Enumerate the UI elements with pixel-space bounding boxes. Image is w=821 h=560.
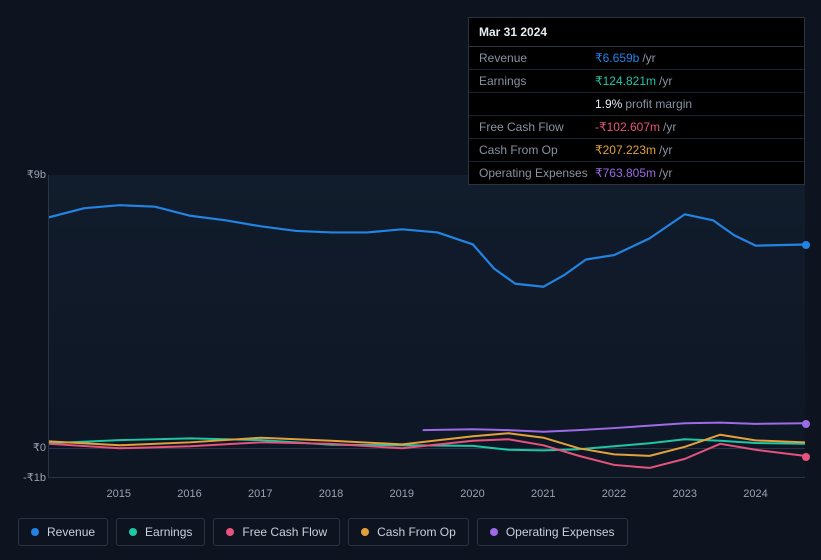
legend-dot-icon xyxy=(226,528,234,536)
tooltip-unit: /yr xyxy=(663,120,676,134)
chart-lines xyxy=(49,175,805,477)
tooltip-label: Cash From Op xyxy=(479,143,595,157)
tooltip-value: 1.9% xyxy=(595,97,622,111)
legend-item[interactable]: Operating Expenses xyxy=(477,518,628,546)
legend-dot-icon xyxy=(31,528,39,536)
x-axis-label: 2015 xyxy=(106,488,130,500)
legend-label: Revenue xyxy=(47,525,95,539)
x-axis-label: 2023 xyxy=(672,488,696,500)
tooltip-row: Cash From Op₹207.223m/yr xyxy=(469,139,804,162)
tooltip-unit: /yr xyxy=(659,143,672,157)
tooltip-label: Operating Expenses xyxy=(479,166,595,180)
tooltip-label: Earnings xyxy=(479,74,595,88)
y-axis-label: ₹9b xyxy=(16,168,46,181)
legend-label: Operating Expenses xyxy=(506,525,615,539)
legend-label: Cash From Op xyxy=(377,525,456,539)
tooltip-row: 1.9%profit margin xyxy=(469,93,804,116)
x-axis-label: 2021 xyxy=(531,488,555,500)
y-axis-label: ₹0 xyxy=(16,441,46,454)
tooltip-row: Operating Expenses₹763.805m/yr xyxy=(469,162,804,184)
x-axis-label: 2022 xyxy=(602,488,626,500)
tooltip-label xyxy=(479,97,595,111)
x-axis-label: 2018 xyxy=(319,488,343,500)
y-axis-label: -₹1b xyxy=(16,471,46,484)
tooltip-date: Mar 31 2024 xyxy=(469,18,804,47)
legend-item[interactable]: Revenue xyxy=(18,518,108,546)
x-axis-label: 2024 xyxy=(743,488,767,500)
legend-dot-icon xyxy=(490,528,498,536)
legend-dot-icon xyxy=(361,528,369,536)
x-axis-label: 2020 xyxy=(460,488,484,500)
chart-tooltip: Mar 31 2024 Revenue₹6.659b/yrEarnings₹12… xyxy=(468,17,805,185)
plot-area[interactable] xyxy=(48,175,805,478)
x-axis-label: 2017 xyxy=(248,488,272,500)
legend-dot-icon xyxy=(129,528,137,536)
legend-label: Earnings xyxy=(145,525,192,539)
tooltip-value: ₹6.659b xyxy=(595,51,639,65)
tooltip-value: ₹124.821m xyxy=(595,74,656,88)
tooltip-unit: /yr xyxy=(659,166,672,180)
tooltip-value: ₹763.805m xyxy=(595,166,656,180)
legend-item[interactable]: Earnings xyxy=(116,518,205,546)
chart-legend: Revenue Earnings Free Cash Flow Cash From O… xyxy=(18,518,628,546)
series-end-dot xyxy=(802,420,810,428)
financial-chart: ₹9b₹0-₹1b 201520162017201820192020202120… xyxy=(16,155,805,500)
x-axis-label: 2016 xyxy=(177,488,201,500)
tooltip-value: ₹207.223m xyxy=(595,143,656,157)
tooltip-row: Free Cash Flow-₹102.607m/yr xyxy=(469,116,804,139)
legend-item[interactable]: Free Cash Flow xyxy=(213,518,340,546)
series-end-dot xyxy=(802,241,810,249)
tooltip-unit: /yr xyxy=(659,74,672,88)
x-axis-label: 2019 xyxy=(389,488,413,500)
tooltip-unit: profit margin xyxy=(625,97,692,111)
series-line xyxy=(49,205,805,287)
tooltip-value: -₹102.607m xyxy=(595,120,660,134)
tooltip-label: Revenue xyxy=(479,51,595,65)
series-line xyxy=(424,423,805,432)
x-axis: 2015 2016 2017 2018 2019 2020 2021 2022 2023 2024 xyxy=(48,482,805,500)
legend-item[interactable]: Cash From Op xyxy=(348,518,469,546)
series-end-dot xyxy=(802,453,810,461)
tooltip-label: Free Cash Flow xyxy=(479,120,595,134)
tooltip-unit: /yr xyxy=(642,51,655,65)
legend-label: Free Cash Flow xyxy=(242,525,327,539)
tooltip-row: Earnings₹124.821m/yr xyxy=(469,70,804,93)
tooltip-row: Revenue₹6.659b/yr xyxy=(469,47,804,70)
